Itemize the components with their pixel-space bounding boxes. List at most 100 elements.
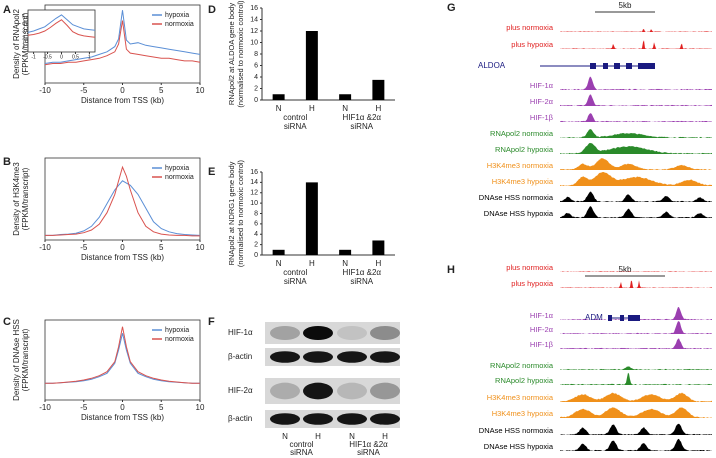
group-label: siRNA: [290, 448, 313, 457]
series-line: [45, 165, 200, 237]
track-signal: [560, 366, 712, 370]
plot-frame: [27, 9, 96, 53]
blot-band: [337, 413, 367, 425]
track-label: DNAse HSS normoxia: [479, 426, 554, 435]
bar: [272, 94, 285, 100]
group-label: HIF1α &2α: [342, 113, 381, 122]
panel-label: F: [208, 316, 215, 328]
track-signal: [560, 158, 712, 170]
blot-band: [303, 351, 333, 363]
blot-band: [303, 325, 333, 341]
track-signal: [560, 321, 712, 334]
x-tick-label: 10: [196, 403, 205, 412]
x-tick-label: 0: [120, 403, 125, 412]
series-line: [44, 10, 201, 64]
blot-band: [270, 351, 300, 363]
track-signal: [560, 392, 712, 402]
track-label: H3K4me3 hypoxia: [492, 177, 554, 186]
y-tick-label: 4: [254, 231, 258, 238]
group-label: HIF1α &2α: [342, 268, 381, 277]
y-axis-label: (FPKM/transcript): [21, 12, 30, 75]
x-tick-label: 1: [88, 54, 91, 60]
gene-exon: [614, 63, 620, 69]
y-tick-label: 3: [22, 28, 25, 34]
track-label: HIF-1β: [530, 113, 554, 122]
series-line: [45, 326, 200, 384]
x-tick-label: 0: [120, 86, 125, 95]
y-tick-label: 6: [254, 62, 258, 69]
group-label: siRNA: [284, 277, 307, 286]
x-tick-label: -10: [39, 86, 51, 95]
blot-band: [370, 325, 400, 341]
track-signal: [560, 338, 712, 349]
x-tick-label: -5: [80, 403, 88, 412]
track-signal: [560, 280, 712, 288]
track-signal: [560, 129, 712, 138]
track-signal: [560, 113, 712, 122]
y-tick-label: 8: [254, 51, 258, 58]
y-tick-label: 16: [250, 169, 258, 176]
y-tick-label: 0: [254, 97, 258, 104]
x-tick-label: 5: [159, 86, 164, 95]
y-axis-label: Density of RNApol2: [12, 9, 21, 79]
x-tick-label: N: [276, 259, 282, 268]
track-label: HIF-2α: [530, 325, 554, 334]
blot-band: [270, 325, 300, 341]
x-tick-label: N: [342, 104, 348, 113]
x-tick-label: N: [342, 259, 348, 268]
bar: [339, 94, 352, 100]
y-axis-label: (normalised to normoxic control): [236, 159, 245, 267]
group-label: siRNA: [284, 122, 307, 131]
y-tick-label: 2: [254, 85, 258, 92]
track-label: H3K4me3 normoxia: [487, 393, 554, 402]
track-signal: [560, 142, 712, 154]
y-tick-label: 4: [22, 21, 25, 27]
legend-label: normoxia: [165, 336, 194, 343]
y-axis-label: Density of DNAse HSS: [12, 319, 21, 401]
group-label: siRNA: [350, 122, 373, 131]
blot-row-label: β-actin: [228, 352, 252, 361]
track-signal: [560, 29, 712, 32]
blot-band: [270, 382, 300, 400]
blot-band: [370, 382, 400, 400]
track-signal: [560, 172, 712, 186]
y-tick-label: 0: [254, 252, 258, 259]
y-axis-label: Density of H3K4me3: [12, 162, 21, 236]
blot-band: [303, 382, 333, 400]
bar: [272, 249, 285, 255]
y-tick-label: 5: [22, 14, 25, 20]
y-tick-label: 8: [254, 210, 258, 217]
y-tick-label: 14: [250, 179, 258, 186]
x-tick-label: -1: [31, 54, 36, 60]
y-axis-label: (normalised to normoxic control): [236, 0, 245, 108]
track-signal: [560, 40, 712, 49]
scale-label: 5kb: [619, 1, 632, 10]
panel-label: C: [3, 316, 11, 328]
y-tick-label: 6: [254, 221, 258, 228]
legend-label: normoxia: [165, 174, 194, 181]
x-tick-label: 0: [60, 54, 63, 60]
x-tick-label: -0.5: [43, 54, 52, 60]
legend-label: hypoxia: [165, 165, 189, 172]
bar: [339, 249, 352, 255]
legend-label: hypoxia: [165, 12, 189, 19]
blot-band: [370, 351, 400, 363]
track-signal: [560, 407, 712, 418]
y-tick-label: 12: [250, 190, 258, 197]
group-label: siRNA: [357, 448, 380, 457]
track-signal: [560, 94, 712, 106]
y-axis-label: RNApol2 at ALDOA gene body: [227, 3, 236, 105]
track-label: plus hypoxia: [511, 40, 554, 49]
bar: [305, 31, 318, 100]
scale-label: 5kb: [619, 265, 632, 274]
y-tick-label: 16: [250, 5, 258, 12]
y-tick-label: 4: [254, 74, 258, 81]
track-signal: [560, 206, 712, 218]
x-tick-label: 10: [196, 243, 205, 252]
track-label: HIF-1α: [530, 81, 554, 90]
bar: [305, 182, 318, 255]
x-tick-label: 0.5: [72, 54, 79, 60]
track-label: RNApol2 hypoxia: [495, 376, 554, 385]
blot-row-label: β-actin: [228, 414, 252, 423]
